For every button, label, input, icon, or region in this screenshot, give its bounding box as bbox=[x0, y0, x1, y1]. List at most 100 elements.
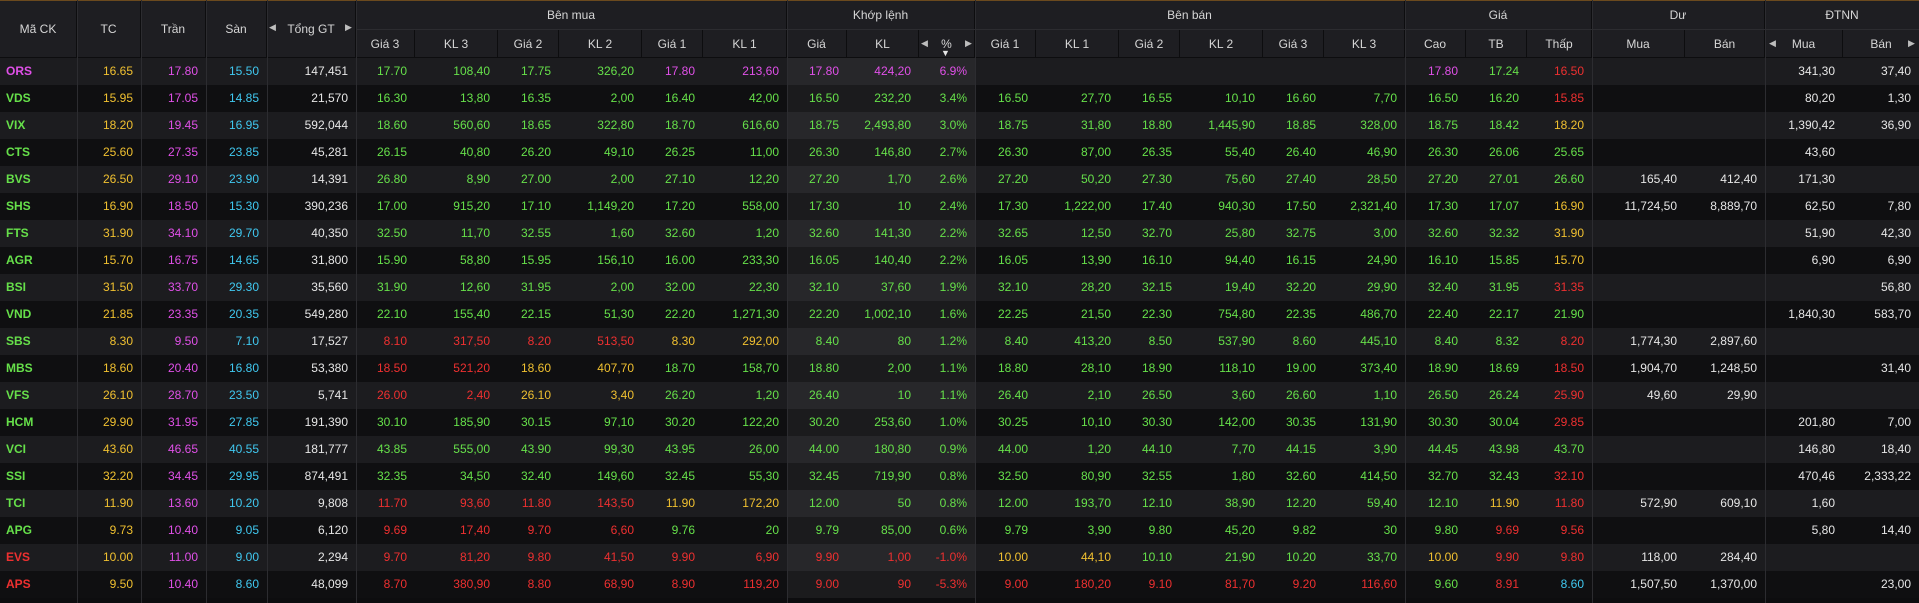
stock-row[interactable]: TCI 11.90 13.60 10.20 9,808 11.70 93,60 11.80 14… bbox=[0, 490, 1919, 517]
cell-buy-vol-3: 17,40 bbox=[459, 523, 490, 537]
cell-symbol[interactable]: SSI bbox=[6, 469, 26, 483]
cell-avg: 27.01 bbox=[1488, 172, 1519, 186]
cell-buy-price-1: 18.70 bbox=[664, 118, 695, 132]
foreign-next-arrow-icon[interactable]: ▶ bbox=[1908, 38, 1915, 48]
cell-high: 26.50 bbox=[1427, 388, 1458, 402]
sort-desc-icon[interactable]: ▼ bbox=[941, 48, 950, 58]
cell-sell-vol-2: 1,445,90 bbox=[1208, 118, 1255, 132]
cell-symbol[interactable]: TCI bbox=[6, 496, 26, 510]
header-foreign-buy[interactable]: Mua bbox=[1765, 30, 1842, 57]
stock-row[interactable]: SHS 16.90 18.50 15.30 390,236 17.00 915,20 17.1… bbox=[0, 193, 1919, 220]
header-high[interactable]: Cao bbox=[1405, 30, 1465, 57]
stock-row[interactable]: BVS 26.50 29.10 23.90 14,391 26.80 8,90 27.00 2,… bbox=[0, 166, 1919, 193]
header-sell-price-2[interactable]: Giá 2 bbox=[1119, 30, 1179, 57]
cell-match-price: 26.30 bbox=[808, 145, 839, 159]
stock-row[interactable]: CTS 25.60 27.35 23.85 45,281 26.15 40,80 26.20 4… bbox=[0, 139, 1919, 166]
header-sell-price-1[interactable]: Giá 1 bbox=[975, 30, 1035, 57]
cell-symbol[interactable]: BSI bbox=[6, 280, 27, 294]
cell-match-vol: 10 bbox=[897, 388, 911, 402]
cell-symbol[interactable]: AGR bbox=[6, 253, 33, 267]
cell-sell-vol-1: 1,222,00 bbox=[1064, 199, 1111, 213]
header-avg[interactable]: TB bbox=[1466, 30, 1526, 57]
header-ceil[interactable]: Trần bbox=[141, 1, 205, 57]
header-buy-price-1[interactable]: Giá 1 bbox=[642, 30, 702, 57]
cell-symbol[interactable]: VCI bbox=[6, 442, 27, 456]
total-next-arrow-icon[interactable]: ▶ bbox=[345, 22, 352, 32]
header-low[interactable]: Thấp bbox=[1527, 30, 1591, 57]
cell-symbol[interactable]: MBS bbox=[6, 361, 33, 375]
stock-row[interactable]: SSI 32.20 34.45 29.95 874,491 32.35 34,50 32.40… bbox=[0, 463, 1919, 490]
header-match-vol[interactable]: KL bbox=[847, 30, 918, 57]
cell-total: 53,380 bbox=[311, 361, 348, 375]
stock-row[interactable]: EVS 10.00 11.00 9.00 2,294 9.70 81,20 9.80 41,50… bbox=[0, 544, 1919, 571]
header-remain-sell[interactable]: Bán bbox=[1685, 30, 1764, 57]
cell-match-pct: 2.6% bbox=[939, 172, 967, 186]
cell-foreign-buy bbox=[1765, 571, 1843, 598]
header-buy-price-3[interactable]: Giá 3 bbox=[356, 30, 414, 57]
header-sell-vol-2[interactable]: KL 2 bbox=[1180, 30, 1262, 57]
cell-symbol[interactable]: VIX bbox=[6, 118, 26, 132]
cell-foreign-buy bbox=[1765, 382, 1843, 409]
cell-buy-vol-2: 3,40 bbox=[610, 388, 634, 402]
stock-row[interactable]: SBS 8.30 9.50 7.10 17,527 8.10 317,50 8.20 513,5… bbox=[0, 328, 1919, 355]
stock-row[interactable]: FTS 31.90 34.10 29.70 40,350 32.50 11,70 32.55 1… bbox=[0, 220, 1919, 247]
cell-match-pct: 2.2% bbox=[939, 253, 967, 267]
cell-symbol[interactable]: VFS bbox=[6, 388, 30, 402]
stock-row[interactable]: APG 9.73 10.40 9.05 6,120 9.69 17,40 9.70 6,60 9.… bbox=[0, 517, 1919, 544]
stock-row[interactable]: AGR 15.70 16.75 14.65 31,800 15.90 58,80 15.95 1… bbox=[0, 247, 1919, 274]
cell-symbol[interactable]: FTS bbox=[6, 226, 29, 240]
cell-low: 25.90 bbox=[1553, 388, 1584, 402]
pct-prev-arrow-icon[interactable]: ◀ bbox=[921, 38, 928, 48]
cell-match-price: 26.40 bbox=[808, 388, 839, 402]
cell-buy-price-2: 32.55 bbox=[520, 226, 551, 240]
header-match-group: Khớp lệnh bbox=[787, 1, 974, 29]
stock-row[interactable]: VFS 26.10 28.70 23.50 5,741 26.00 2,40 26.10 3,4… bbox=[0, 382, 1919, 409]
stock-row[interactable]: VND 21.85 23.35 20.35 549,280 22.10 155,40 22.1… bbox=[0, 301, 1919, 328]
cell-symbol[interactable]: BVS bbox=[6, 172, 31, 186]
total-prev-arrow-icon[interactable]: ◀ bbox=[269, 22, 276, 32]
cell-symbol[interactable]: SBS bbox=[6, 334, 31, 348]
header-buy-vol-1[interactable]: KL 1 bbox=[703, 30, 786, 57]
header-match-price[interactable]: Giá bbox=[787, 30, 846, 57]
cell-sell-vol-2: 754,80 bbox=[1218, 307, 1255, 321]
header-remain-buy[interactable]: Mua bbox=[1592, 30, 1684, 57]
cell-symbol[interactable]: VDS bbox=[6, 91, 31, 105]
cell-symbol[interactable]: CTS bbox=[6, 145, 30, 159]
stock-row[interactable]: MBS 18.60 20.40 16.80 53,380 18.50 521,20 18.60… bbox=[0, 355, 1919, 382]
stock-row[interactable]: BSI 31.50 33.70 29.30 35,560 31.90 12,60 31.95 2… bbox=[0, 274, 1919, 301]
cell-sell-vol-3: 3,90 bbox=[1373, 442, 1397, 456]
header-sell-vol-3[interactable]: KL 3 bbox=[1324, 30, 1404, 57]
stock-row[interactable]: APS 9.50 10.40 8.60 48,099 8.70 380,90 8.80 68,9… bbox=[0, 571, 1919, 598]
stock-row[interactable]: ORS 16.65 17.80 15.50 147,451 17.70 108,40 17.7… bbox=[0, 58, 1919, 85]
header-sell-price-3[interactable]: Giá 3 bbox=[1263, 30, 1323, 57]
stock-row[interactable]: HCM 29.90 31.95 27.85 191,390 30.10 185,90 30.1… bbox=[0, 409, 1919, 436]
foreign-prev-arrow-icon[interactable]: ◀ bbox=[1769, 38, 1776, 48]
cell-sell-vol-1: 31,80 bbox=[1080, 118, 1111, 132]
header-sell-vol-1[interactable]: KL 1 bbox=[1036, 30, 1118, 57]
stock-row[interactable]: VIX 18.20 19.45 16.95 592,044 18.60 560,60 18.6… bbox=[0, 112, 1919, 139]
pct-next-arrow-icon[interactable]: ▶ bbox=[965, 38, 972, 48]
cell-symbol[interactable]: APS bbox=[6, 577, 31, 591]
cell-symbol[interactable]: APG bbox=[6, 523, 33, 537]
header-ref[interactable]: TC bbox=[77, 1, 140, 57]
column-divider bbox=[77, 0, 78, 603]
stock-row[interactable]: VCI 43.60 46.65 40.55 181,777 43.85 555,00 43.9… bbox=[0, 436, 1919, 463]
header-buy-vol-3[interactable]: KL 3 bbox=[415, 30, 497, 57]
cell-buy-price-2: 17.75 bbox=[520, 64, 551, 78]
cell-symbol[interactable]: EVS bbox=[6, 550, 31, 564]
header-buy-price-2[interactable]: Giá 2 bbox=[498, 30, 558, 57]
cell-foreign-sell: 14,40 bbox=[1880, 523, 1911, 537]
cell-symbol[interactable]: SHS bbox=[6, 199, 31, 213]
header-match-pct[interactable]: % bbox=[919, 30, 974, 57]
stock-row[interactable]: VDS 15.95 17.05 14.85 21,570 16.30 13,80 16.35 2… bbox=[0, 85, 1919, 112]
cell-symbol[interactable]: HCM bbox=[6, 415, 34, 429]
header-buy-vol-2[interactable]: KL 2 bbox=[559, 30, 641, 57]
header-symbol[interactable]: Mã CK bbox=[0, 1, 76, 57]
header-floor[interactable]: Sàn bbox=[206, 1, 266, 57]
header-total[interactable]: Tổng GT bbox=[267, 1, 355, 57]
cell-symbol[interactable]: VND bbox=[6, 307, 32, 321]
cell-symbol[interactable]: ORS bbox=[6, 64, 33, 78]
cell-remain-sell: 284,40 bbox=[1720, 550, 1757, 564]
header-foreign-sell[interactable]: Bán bbox=[1843, 30, 1919, 57]
cell-match-price: 32.45 bbox=[808, 469, 839, 483]
